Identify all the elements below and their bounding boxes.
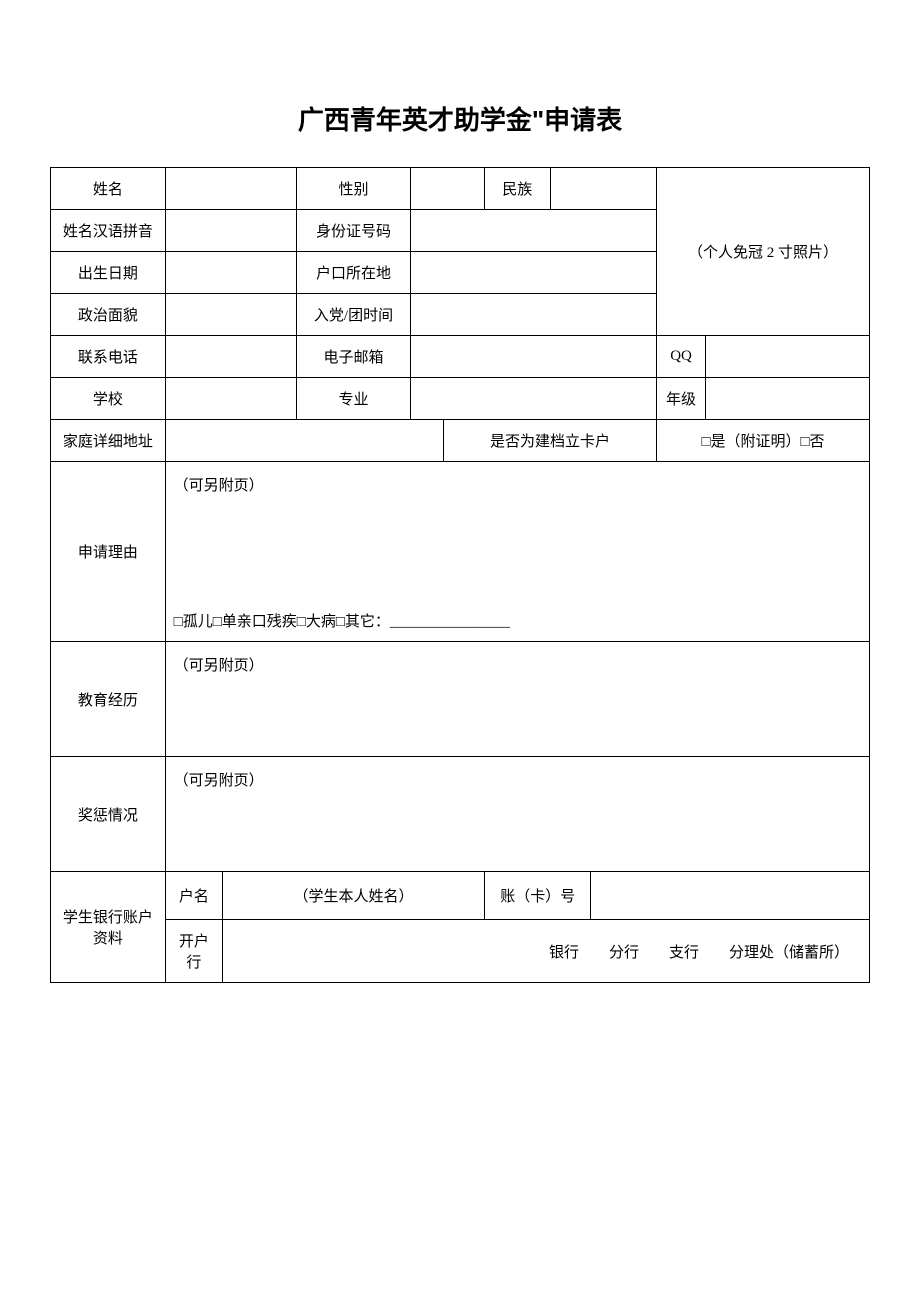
label-awards: 奖惩情况 — [51, 757, 166, 872]
label-bank-branch: 开户行 — [165, 920, 222, 983]
reason-options[interactable]: □孤儿□单亲口残疾□大病□其它：________________ — [174, 610, 510, 631]
label-account-number: 账（卡）号 — [485, 872, 591, 920]
label-political: 政治面貌 — [51, 294, 166, 336]
field-account-name-hint[interactable]: （学生本人姓名） — [222, 872, 484, 920]
label-id-number: 身份证号码 — [296, 210, 411, 252]
field-name[interactable] — [165, 168, 296, 210]
form-title: 广西青年英才助学金"申请表 — [50, 100, 870, 137]
label-birth-date: 出生日期 — [51, 252, 166, 294]
application-form-table: 姓名 性别 民族 （个人免冠 2 寸照片） 姓名汉语拼音 身份证号码 出生日期 … — [50, 167, 870, 983]
label-party-date: 入党/团时间 — [296, 294, 411, 336]
field-grade[interactable] — [706, 378, 870, 420]
field-political[interactable] — [165, 294, 296, 336]
label-address: 家庭详细地址 — [51, 420, 166, 462]
field-id-number[interactable] — [411, 210, 657, 252]
field-hukou[interactable] — [411, 252, 657, 294]
field-reason[interactable]: （可另附页） □孤儿□单亲口残疾□大病□其它：________________ — [165, 462, 869, 642]
label-poverty: 是否为建档立卡户 — [444, 420, 657, 462]
field-awards[interactable]: （可另附页） — [165, 757, 869, 872]
field-birth-date[interactable] — [165, 252, 296, 294]
label-major: 专业 — [296, 378, 411, 420]
label-school: 学校 — [51, 378, 166, 420]
label-phone: 联系电话 — [51, 336, 166, 378]
label-pinyin: 姓名汉语拼音 — [51, 210, 166, 252]
field-qq[interactable] — [706, 336, 870, 378]
field-phone[interactable] — [165, 336, 296, 378]
field-bank-detail[interactable]: 银行 分行 支行 分理处（储蓄所） — [222, 920, 869, 983]
label-education: 教育经历 — [51, 642, 166, 757]
field-education[interactable]: （可另附页） — [165, 642, 869, 757]
field-gender[interactable] — [411, 168, 485, 210]
label-email: 电子邮箱 — [296, 336, 411, 378]
field-party-date[interactable] — [411, 294, 657, 336]
label-qq: QQ — [657, 336, 706, 378]
field-address[interactable] — [165, 420, 443, 462]
field-email[interactable] — [411, 336, 657, 378]
label-account-name: 户名 — [165, 872, 222, 920]
label-name: 姓名 — [51, 168, 166, 210]
field-account-number[interactable] — [591, 872, 870, 920]
label-gender: 性别 — [296, 168, 411, 210]
reason-note: （可另附页） — [174, 474, 861, 495]
field-pinyin[interactable] — [165, 210, 296, 252]
label-ethnicity: 民族 — [485, 168, 551, 210]
label-grade: 年级 — [657, 378, 706, 420]
label-bank-info: 学生银行账户资料 — [51, 872, 166, 983]
label-reason: 申请理由 — [51, 462, 166, 642]
field-poverty-options[interactable]: □是（附证明）□否 — [657, 420, 870, 462]
field-ethnicity[interactable] — [550, 168, 656, 210]
photo-area[interactable]: （个人免冠 2 寸照片） — [657, 168, 870, 336]
field-major[interactable] — [411, 378, 657, 420]
label-hukou: 户口所在地 — [296, 252, 411, 294]
field-school[interactable] — [165, 378, 296, 420]
